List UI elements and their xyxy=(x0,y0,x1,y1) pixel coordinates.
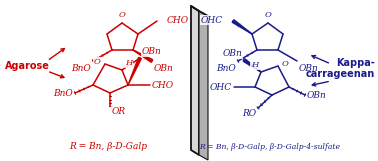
Text: BnO: BnO xyxy=(71,64,91,73)
Polygon shape xyxy=(199,11,208,160)
Polygon shape xyxy=(191,6,199,155)
Text: O: O xyxy=(282,60,289,68)
Polygon shape xyxy=(232,20,252,34)
Polygon shape xyxy=(243,59,261,72)
Text: H: H xyxy=(251,61,258,69)
Text: OBn: OBn xyxy=(222,49,242,58)
Text: OR: OR xyxy=(112,107,126,116)
Text: OBn: OBn xyxy=(154,64,174,73)
Polygon shape xyxy=(128,57,141,85)
Text: OHC: OHC xyxy=(210,82,232,91)
Text: H: H xyxy=(125,59,132,67)
Text: OBn: OBn xyxy=(142,47,162,56)
Text: Kappa-: Kappa- xyxy=(336,58,375,68)
Text: O: O xyxy=(119,11,125,19)
Text: OHC: OHC xyxy=(201,15,223,24)
Text: BnO: BnO xyxy=(53,89,73,98)
Text: R = Bn, β-D-Galp: R = Bn, β-D-Galp xyxy=(69,142,147,151)
Text: O: O xyxy=(94,58,101,66)
Text: BnO: BnO xyxy=(216,64,236,73)
Text: O: O xyxy=(265,11,271,19)
Text: RO: RO xyxy=(242,109,256,118)
Text: Agarose: Agarose xyxy=(5,61,50,71)
Polygon shape xyxy=(133,50,153,62)
Text: CHO: CHO xyxy=(167,15,189,24)
Text: OBn: OBn xyxy=(299,64,319,73)
Text: CHO: CHO xyxy=(152,80,174,90)
Text: OBn: OBn xyxy=(307,90,327,99)
Text: carrageenan: carrageenan xyxy=(306,69,375,79)
Text: R = Bn, β-D-Galp, β-D-Galp-4-sulfate: R = Bn, β-D-Galp, β-D-Galp-4-sulfate xyxy=(200,143,341,151)
